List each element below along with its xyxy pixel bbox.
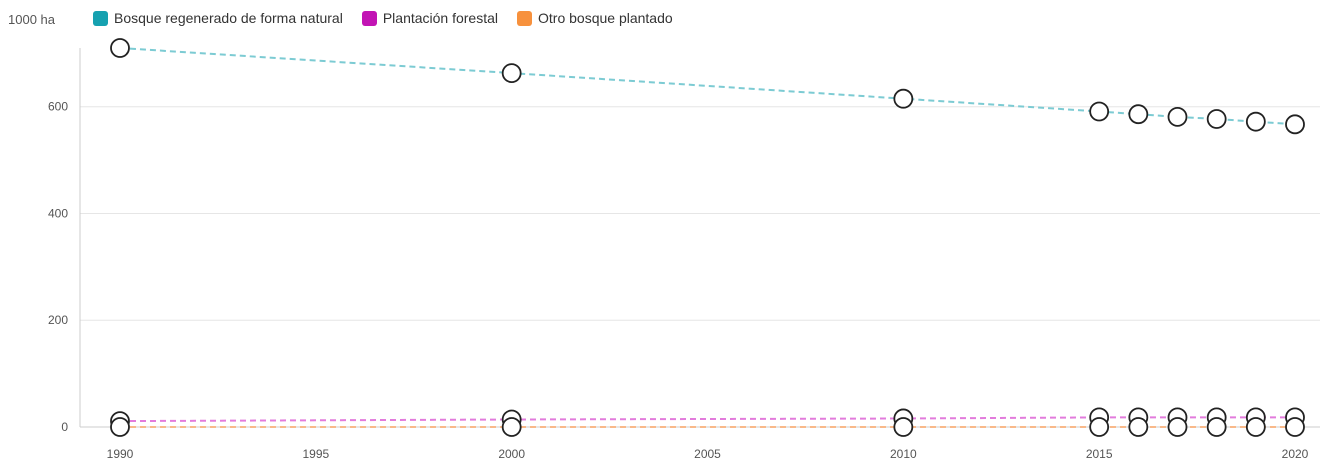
y-tick-label-0: 0 — [61, 420, 68, 434]
legend: Bosque regenerado de forma natural Plant… — [93, 10, 692, 26]
data-point-s2-2016 — [1128, 417, 1149, 437]
data-point-s2-1990 — [110, 417, 130, 437]
data-point-s2-2010 — [893, 417, 914, 437]
series-points — [110, 38, 1305, 437]
legend-label-natural: Bosque regenerado de forma natural — [114, 10, 343, 26]
x-tick-label-2015: 2015 — [1086, 447, 1113, 461]
x-tick-label-2005: 2005 — [694, 447, 721, 461]
series-line-0 — [119, 47, 1296, 126]
legend-item-other-planted[interactable]: Otro bosque plantado — [517, 10, 673, 26]
gridlines — [80, 106, 1320, 321]
legend-swatch-other-planted — [517, 10, 533, 26]
data-point-s0-2019 — [1245, 111, 1266, 132]
data-point-s0-2020 — [1285, 114, 1305, 135]
y-unit-label: 1000 ha — [8, 12, 55, 27]
data-point-s2-2000 — [501, 417, 522, 437]
legend-swatch-plantation — [361, 10, 377, 26]
data-point-s0-2018 — [1206, 109, 1227, 129]
data-point-s2-2018 — [1206, 417, 1227, 437]
x-tick-label-1995: 1995 — [302, 447, 329, 461]
legend-item-natural[interactable]: Bosque regenerado de forma natural — [93, 10, 343, 26]
data-point-s2-2017 — [1167, 417, 1188, 437]
data-point-s2-2019 — [1245, 417, 1266, 437]
x-tick-label-2000: 2000 — [498, 447, 525, 461]
data-point-s2-2020 — [1285, 417, 1305, 437]
legend-label-other-planted: Otro bosque plantado — [538, 10, 673, 26]
y-tick-label-200: 200 — [48, 313, 68, 327]
series-line-1 — [119, 416, 1295, 423]
legend-item-plantation[interactable]: Plantación forestal — [361, 10, 499, 26]
data-point-s0-2017 — [1167, 106, 1188, 127]
series-lines — [119, 47, 1296, 428]
y-tick-label-400: 400 — [48, 206, 68, 220]
x-tick-label-2010: 2010 — [890, 447, 917, 461]
x-tick-label-2020: 2020 — [1282, 447, 1309, 461]
data-point-s2-2015 — [1089, 417, 1110, 437]
axes — [79, 48, 1320, 428]
data-point-s0-1990 — [110, 38, 130, 58]
data-point-s0-2016 — [1128, 104, 1149, 125]
data-point-s0-2000 — [501, 63, 522, 83]
legend-label-plantation: Plantación forestal — [382, 10, 499, 26]
tick-labels: 0 200 400 600 1990 1995 2000 2005 2010 2015 2020 — [48, 100, 1309, 461]
data-point-s0-2010 — [893, 88, 914, 109]
legend-swatch-natural — [93, 10, 108, 26]
x-tick-label-1990: 1990 — [107, 447, 134, 461]
y-tick-label-600: 600 — [48, 100, 68, 114]
data-point-s0-2015 — [1089, 101, 1110, 122]
